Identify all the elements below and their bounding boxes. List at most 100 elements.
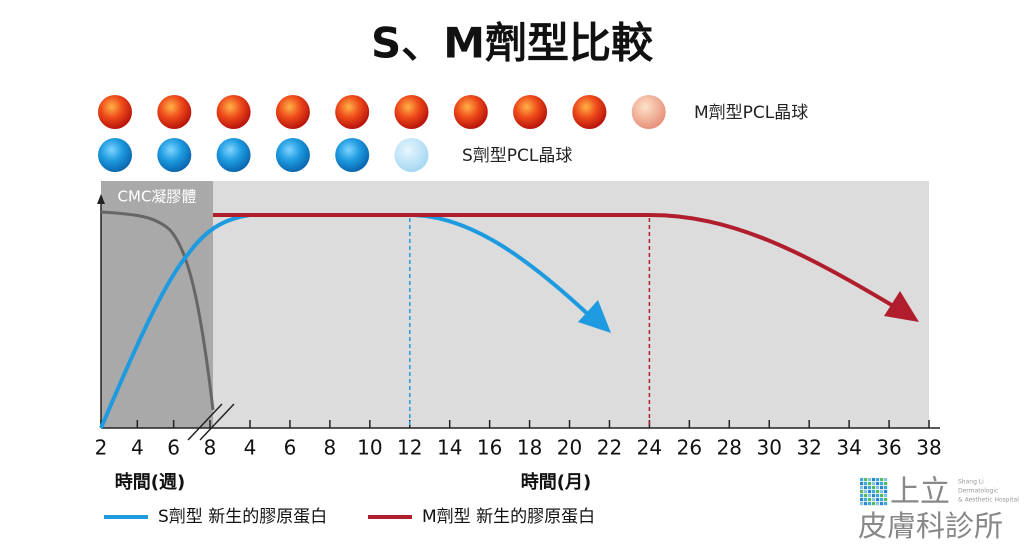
logo-pixel [880,490,884,494]
s-dot [335,138,370,172]
logo-pixel [864,494,868,498]
s-dot [216,138,251,172]
logo-pixel [884,502,888,506]
m-dot [335,95,370,129]
logo-pixel [868,482,872,486]
axis-break [187,403,223,441]
y-axis-arrow [97,194,105,204]
m-dot [394,95,429,129]
m-dot [216,95,251,129]
m-dot-label: M劑型PCL晶球 [694,103,808,123]
s-dot [394,138,429,172]
tick-label: 4 [131,436,144,460]
tick-label: 28 [717,436,742,460]
tick-label: 32 [796,436,821,460]
logo-pixel [884,490,888,494]
m-collagen-curve [213,213,902,312]
tick-label: 4 [244,436,257,460]
tick-label: 20 [557,436,582,460]
s-dot-label: S劑型PCL晶球 [462,146,572,166]
logo-pixel [860,490,864,494]
tick-label: 22 [597,436,622,460]
legend-label: S劑型 新生的膠原蛋白 [158,507,327,527]
logo-pixel [868,486,872,490]
logo-icon [860,478,888,506]
tick-label: 8 [324,436,337,460]
m-dot [513,95,548,129]
logo-pixel [872,494,876,498]
m-arrowhead [884,291,919,322]
logo-pixel [868,494,872,498]
ticks: 2 4 6 8 4 6 8 10 12 14 16 18 20 22 24 26 28 30 32 34 36 38 [95,218,942,460]
logo-pixel [876,486,880,490]
logo-pixel [868,490,872,494]
chart-background [101,181,929,428]
logo-pixel [876,478,880,482]
logo-pixel [860,498,864,502]
logo-name-bottom: 皮膚科診所 [858,509,1003,543]
logo-pixel [868,478,872,482]
legend-label: M劑型 新生的膠原蛋白 [422,507,595,527]
logo-pixel [884,498,888,502]
logo-pixel [880,486,884,490]
tick-label: 10 [357,436,382,460]
logo-pixel [872,478,876,482]
logo-pixel [860,482,864,486]
tick-label: 16 [477,436,502,460]
logo-pixel [880,498,884,502]
logo-pixel [876,502,880,506]
logo-english: & Aesthetic Hospital [958,497,1019,504]
tick-label: 14 [437,436,462,460]
logo-english: Shang Li [958,479,984,486]
tick-label: 34 [836,436,861,460]
logo-pixel [868,502,872,506]
week-axis-label: 時間(週) [115,472,185,493]
s-dot [98,138,132,172]
m-dot [275,95,310,129]
tick-label: 6 [284,436,297,460]
axis-break [199,403,235,441]
cmc-curve [100,210,215,411]
logo-pixel [872,498,876,502]
logo-pixel [860,478,864,482]
tick-label: 12 [397,436,422,460]
logo-pixel [860,502,864,506]
m-dot [572,95,607,129]
logo-pixel [884,486,888,490]
logo-pixel [872,486,876,490]
region-label: CMC凝膠體 [118,188,197,206]
s-dot [275,138,310,172]
s-collagen-curve [99,213,594,429]
s-dot [157,138,192,172]
logo-pixel [860,486,864,490]
logo-pixel [876,494,880,498]
logo-pixel [880,478,884,482]
tick-label: 18 [517,436,542,460]
tick-label: 8 [204,436,217,460]
m-dot [631,95,666,129]
m-dot [453,95,488,129]
tick-label: 36 [876,436,901,460]
logo-english: Dermatologic [958,488,998,495]
logo-pixel [884,494,888,498]
logo-pixel [880,502,884,506]
tick-label: 6 [167,436,180,460]
logo-pixel [872,490,876,494]
tick-label: 30 [757,436,782,460]
month-axis-label: 時間(月) [521,472,591,493]
logo-pixel [864,486,868,490]
m-dot [157,95,192,129]
tick-label: 24 [637,436,662,460]
logo-pixel [876,482,880,486]
tick-label: 38 [916,436,941,460]
logo-pixel [876,498,880,502]
logo-pixel [864,498,868,502]
logo-name-top: 上立 [890,475,950,510]
title: S、M劑型比較 [371,19,654,68]
logo-pixel [864,502,868,506]
dot-rows [98,95,666,172]
tick-label: 26 [677,436,702,460]
logo-pixel [872,482,876,486]
logo-pixel [864,478,868,482]
